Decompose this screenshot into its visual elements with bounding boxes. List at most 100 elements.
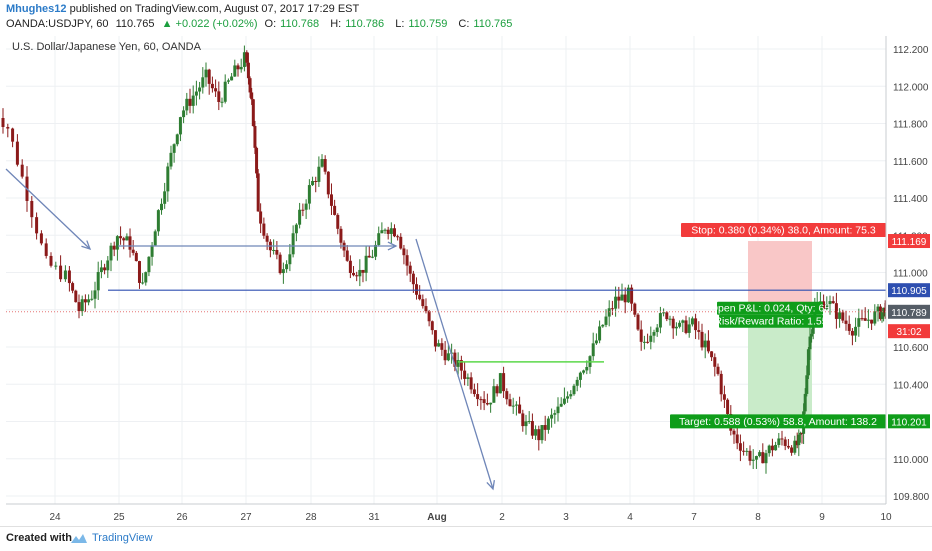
candle-body [248,78,252,93]
candle-body [863,318,867,321]
candle-body [472,389,476,395]
candle-body [54,265,58,267]
candle-body [838,312,842,319]
price-tag-bg [888,283,930,298]
candle-body [415,284,419,295]
candle-body [172,144,176,153]
candle-body [678,322,682,327]
candle-body [655,327,659,333]
candle-body [742,450,746,452]
candle-body [291,233,295,255]
candle-body [339,228,343,243]
candle-body [524,421,528,427]
candle-body [87,299,91,303]
candle-body [169,152,173,167]
candle-body [370,256,374,258]
candle-body [703,340,707,348]
candle-body [687,324,691,333]
candle-body [242,52,246,67]
candle-body [230,76,234,81]
candle-body [713,357,717,367]
projection-arrow [415,238,494,490]
candle-body [112,245,116,250]
candle-body [758,452,762,457]
candle-body [147,256,151,273]
candle-body [502,373,506,392]
candle-body [562,398,566,404]
candle-body [131,249,135,253]
candle-body [250,92,254,100]
candle-body [265,235,269,242]
quote-line: OANDA:USDJPY, 60 110.765 ▲ +0.022 (+0.02… [6,18,520,30]
candle-body [352,272,356,276]
candle-body [614,296,618,309]
time-tick-label: 7 [691,512,697,523]
candle-body [399,236,403,249]
candle-body [364,255,368,273]
candle-body [433,330,437,347]
candle-body [463,370,467,379]
candle-body [150,245,154,257]
candle-body [386,229,390,234]
candle-body [716,366,720,374]
candle-body [847,323,851,331]
candle-body [440,343,444,350]
candle-body [214,88,218,92]
candle-body [122,238,126,241]
candle-body [185,98,189,111]
candle-body [668,318,672,320]
candle-body [320,159,324,167]
chart-area[interactable]: Stop: 0.380 (0.34%) 38.0, Amount: 75.3 Op… [0,36,932,526]
symbol-label: OANDA:USDJPY, 60 [6,18,109,30]
author-link[interactable]: Mhughes12 [6,3,67,15]
candle-body [511,405,515,407]
open-pnl-label: Open P&L: 0.024, Qty: 65 [710,302,830,314]
candle-body [767,445,771,454]
price-tag-label: 31:02 [896,327,921,338]
candle-body [418,294,422,300]
candle-body [392,228,396,237]
candle-body [226,80,230,82]
price-chart[interactable]: Stop: 0.380 (0.34%) 38.0, Amount: 75.3 Op… [0,36,932,526]
candle-body [808,336,812,350]
candle-body [556,406,560,414]
candle-body [115,236,119,250]
price-tick-label: 112.000 [893,82,929,93]
candle-body [59,265,63,280]
candle-body [585,367,589,371]
candle-body [358,269,362,277]
price-tick-label: 111.800 [893,120,928,131]
candle-body [294,224,298,234]
candle-body [485,403,489,405]
candle-body [476,394,480,400]
candle-body [700,331,704,348]
candle-body [764,453,768,464]
tradingview-logo-icon [71,534,87,543]
candle-body [106,260,110,271]
candle-body [726,399,730,414]
candle-body [175,134,179,145]
price-tag-bg [888,324,930,339]
candle-body [437,343,441,347]
candle-body [281,269,285,274]
candle-body [639,329,643,342]
price-tag-label: 111.169 [892,237,927,248]
candle-body [828,301,832,305]
candle-body [690,318,694,325]
candle-body [201,77,205,88]
candle-body [251,99,255,127]
candle-body [6,126,10,129]
time-tick-label: Aug [427,512,446,523]
candle-body [873,311,877,324]
candle-body [443,349,447,361]
candle-body [275,249,279,255]
candle-body [617,296,621,301]
candle-body [198,87,202,92]
candle-body [182,110,186,118]
candle-body [178,117,182,135]
candle-body [311,180,315,186]
candle-body [797,434,801,446]
tradingview-link[interactable]: TradingView [92,532,153,544]
price-tick-label: 110.600 [893,343,929,354]
candle-body [844,320,848,324]
